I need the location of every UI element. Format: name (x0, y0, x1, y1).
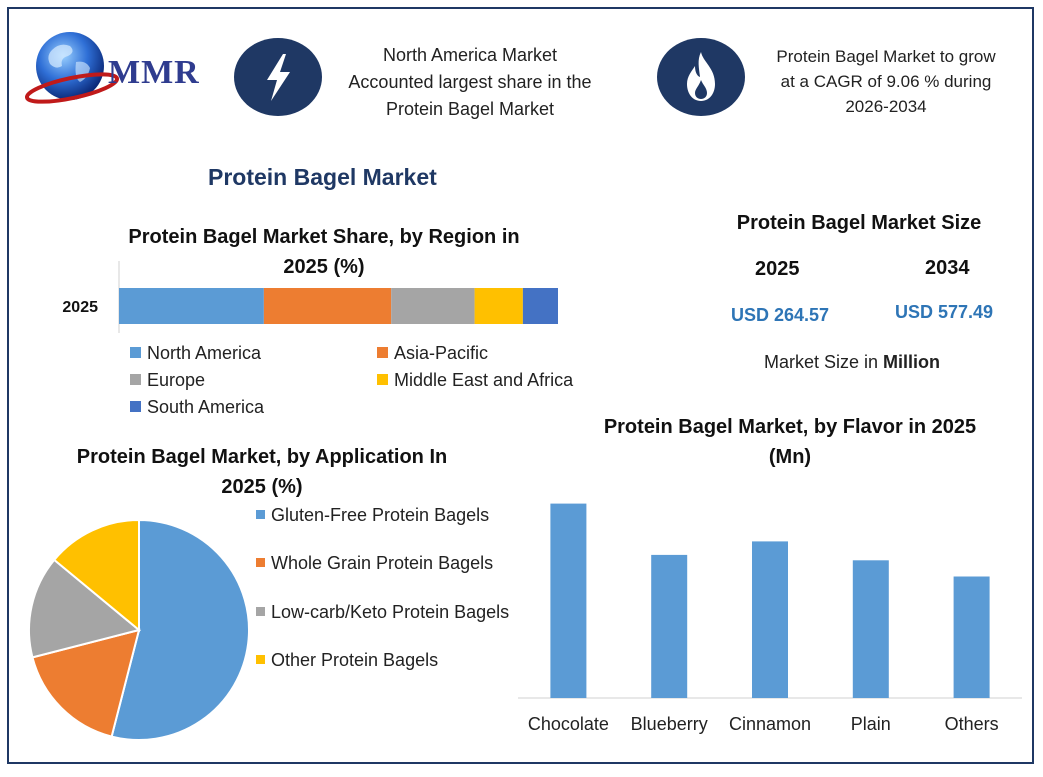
legend-label: Europe (147, 370, 206, 390)
flavor-tick-label-chocolate: Chocolate (528, 714, 609, 734)
highlight-1-line-1: North America Market (382, 45, 558, 65)
region-segment-europe (391, 288, 475, 324)
legend-gluten-free: Gluten-Free Protein Bagels (256, 505, 489, 526)
region-segment-asia-pacific (263, 288, 392, 324)
highlight-text-1: North America Market Accounted largest s… (322, 42, 618, 123)
region-chart-title-line-1: Protein Bagel Market Share, by Region in (128, 226, 520, 248)
legend-swatch (130, 346, 141, 358)
infographic-frame (7, 7, 1034, 764)
legend-swatch (377, 373, 388, 385)
region-category-label: 2025 (62, 299, 98, 316)
legend-swatch (256, 509, 265, 519)
region-chart-title-line-2: 2025 (%) (283, 256, 365, 278)
legend-label: North America (147, 343, 262, 363)
application-chart-title-line-1: Protein Bagel Market, by Application In (76, 446, 448, 468)
highlight-1-line-2: Accounted largest share in the (348, 72, 592, 92)
legend-label: Gluten-Free Protein Bagels (271, 505, 490, 525)
logo-text: MMR (108, 54, 200, 91)
legend-swatch (377, 346, 388, 358)
region-segment-middle-east-and-africa (474, 288, 523, 324)
flavor-bar-chocolate (550, 503, 587, 698)
market-size-note-unit: Million (883, 352, 941, 372)
flavor-bar-cinnamon (752, 541, 788, 698)
year-2034-label: 2034 (925, 257, 970, 279)
flavor-tick-label-cinnamon: Cinnamon (729, 714, 811, 734)
legend-other-bagels: Other Protein Bagels (256, 650, 438, 671)
pie-slice-whole-grain-protein-bagels (31, 628, 141, 738)
legend-label: South America (147, 397, 265, 417)
highlight-2-line-1: Protein Bagel Market to grow (776, 47, 996, 66)
flavor-bar-plain (852, 560, 889, 698)
legend-middle-east-africa: Middle East and Africa (377, 370, 573, 391)
region-chart-title: Protein Bagel Market Share, by Region in… (100, 222, 548, 282)
region-stacked-bar-chart: 2025 (62, 261, 558, 333)
legend-north-america: North America (130, 343, 261, 364)
flavor-bar-chart: Chocolate Blueberry Cinnamon Plain Others (518, 503, 1022, 734)
pie-slice-gluten-free-protein-bagels (110, 518, 250, 741)
legend-swatch (130, 373, 141, 385)
main-title: Protein Bagel Market (208, 164, 437, 190)
highlight-badge-2 (657, 38, 745, 116)
pie-slice-low-carb-keto-protein-bagels (28, 558, 142, 659)
market-size-note: Market Size in Million (764, 352, 940, 373)
legend-swatch (256, 557, 265, 567)
legend-swatch (256, 654, 265, 664)
application-pie-chart (28, 518, 250, 741)
region-segment-north-america (119, 288, 264, 324)
application-chart-title: Protein Bagel Market, by Application In … (40, 442, 484, 502)
market-size-title: Protein Bagel Market Size (736, 212, 982, 234)
legend-europe: Europe (130, 370, 205, 391)
legend-whole-grain: Whole Grain Protein Bagels (256, 553, 493, 574)
flavor-tick-label-plain: Plain (851, 714, 891, 734)
pie-slice-other-protein-bagels (52, 518, 140, 633)
region-segment-south-america (522, 288, 558, 324)
lightning-icon (267, 54, 290, 101)
legend-asia-pacific: Asia-Pacific (377, 343, 488, 364)
flavor-chart-title-line-2: (Mn) (768, 446, 812, 468)
legend-swatch (130, 400, 141, 412)
globe-icon (24, 32, 120, 104)
flavor-tick-label-others: Others (945, 714, 999, 734)
legend-label: Whole Grain Protein Bagels (271, 553, 494, 573)
legend-label: Middle East and Africa (394, 370, 574, 390)
legend-label: Other Protein Bagels (271, 650, 439, 670)
highlight-2-line-3: 2026-2034 (845, 97, 927, 116)
flame-icon (687, 52, 715, 101)
legend-south-america: South America (130, 397, 264, 418)
flavor-tick-label-blueberry: Blueberry (631, 714, 708, 734)
market-size-note-prefix: Market Size in (764, 352, 884, 372)
market-size-2025-value: USD 264.57 (731, 305, 830, 325)
legend-low-carb-keto: Low-carb/Keto Protein Bagels (256, 602, 509, 623)
highlight-1-line-3: Protein Bagel Market (385, 99, 555, 119)
application-chart-title-line-2: 2025 (%) (221, 476, 303, 498)
flavor-chart-title: Protein Bagel Market, by Flavor in 2025 … (580, 412, 1000, 472)
market-size-2034-value: USD 577.49 (895, 302, 994, 322)
flavor-chart-title-line-1: Protein Bagel Market, by Flavor in 2025 (603, 416, 977, 438)
legend-label: Low-carb/Keto Protein Bagels (271, 602, 510, 622)
highlight-2-line-2: at a CAGR of 9.06 % during (780, 72, 992, 91)
legend-label: Asia-Pacific (394, 343, 489, 363)
year-2025-label: 2025 (755, 258, 800, 280)
flavor-bar-blueberry (651, 554, 688, 698)
legend-swatch (256, 606, 265, 616)
highlight-text-2: Protein Bagel Market to grow at a CAGR o… (745, 44, 1027, 119)
flavor-bar-others (953, 576, 990, 698)
highlight-badge-1 (234, 38, 322, 116)
